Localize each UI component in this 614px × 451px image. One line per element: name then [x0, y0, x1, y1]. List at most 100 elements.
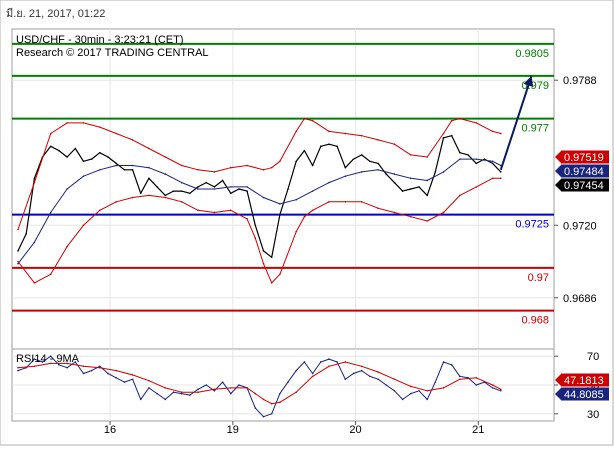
point-bollinger-lower [426, 220, 428, 222]
point-bollinger-lower [393, 211, 396, 214]
point-rsi [123, 381, 126, 383]
point-bollinger-upper [377, 139, 379, 141]
point-moving-average [459, 378, 461, 381]
point-moving-average [377, 169, 379, 171]
point-rsi [82, 372, 85, 375]
point-rsi [352, 372, 355, 375]
point-bollinger-lower [164, 196, 167, 199]
point-bollinger-upper [303, 117, 306, 120]
point-moving-average [213, 388, 216, 391]
point-rsi [401, 398, 404, 401]
point-bollinger-upper [426, 156, 428, 158]
point-price [229, 192, 232, 195]
point-rsi [336, 361, 338, 363]
badge-background [561, 178, 609, 192]
point-price [319, 145, 322, 148]
point-moving-average [213, 188, 216, 190]
point-price [418, 186, 420, 188]
point-rsi [369, 375, 371, 378]
point-bollinger-lower [279, 273, 281, 276]
badge-pointer [555, 179, 561, 191]
point-price [90, 158, 93, 160]
point-price [500, 171, 502, 173]
point-rsi [434, 381, 437, 383]
point-bollinger-lower [131, 196, 134, 199]
point-moving-average [344, 361, 347, 363]
point-moving-average [475, 377, 478, 379]
x-tick-label: 21 [472, 424, 484, 436]
y-tick-label: 0.9686 [563, 293, 597, 305]
point-bollinger-lower [148, 194, 150, 197]
point-moving-average [229, 186, 232, 188]
chart-title: USD/CHF - 30min - 3:23:21 (CET) [16, 34, 183, 46]
point-moving-average [377, 371, 379, 373]
point-rsi [49, 355, 52, 358]
point-moving-average [197, 188, 199, 190]
point-price [58, 149, 60, 152]
point-bollinger-lower [500, 177, 502, 180]
point-rsi [393, 389, 396, 392]
point-bollinger-upper [49, 132, 52, 135]
point-rsi [442, 361, 445, 363]
chart-subtitle: Research © 2017 TRADING CENTRAL [16, 47, 209, 59]
point-bollinger-lower [270, 282, 273, 284]
point-bollinger-upper [197, 169, 199, 171]
point-price [459, 151, 461, 154]
header-bar [1, 1, 612, 23]
point-bollinger-upper [311, 119, 314, 122]
point-bollinger-upper [213, 171, 216, 173]
point-moving-average [33, 241, 36, 244]
point-bollinger-lower [475, 186, 478, 188]
point-moving-average [328, 181, 330, 184]
rsi-grid [12, 349, 554, 421]
point-bollinger-lower [295, 230, 298, 233]
level-label: 0.9805 [515, 48, 549, 60]
point-bollinger-lower [377, 207, 379, 209]
point-rsi [303, 361, 306, 363]
point-rsi [90, 369, 93, 372]
point-moving-average [164, 173, 167, 175]
point-moving-average [360, 365, 363, 368]
point-moving-average [393, 173, 396, 175]
point-moving-average [500, 388, 502, 391]
point-rsi [360, 369, 363, 372]
point-rsi [172, 391, 175, 394]
rsi-last-values: 47.1813 44.8085 [555, 373, 609, 401]
point-moving-average [66, 362, 68, 365]
point-price [148, 177, 150, 180]
point-bollinger-upper [328, 130, 330, 133]
point-bollinger-upper [246, 164, 248, 167]
point-price [172, 190, 175, 192]
point-price [164, 194, 167, 197]
point-moving-average [491, 384, 494, 386]
price-axis: 0.9788 0.9720 0.9686 [554, 75, 597, 305]
y-tick-label: 0.9788 [563, 75, 597, 87]
point-bollinger-lower [246, 218, 248, 220]
point-moving-average [115, 369, 117, 372]
badge-background [561, 387, 609, 401]
point-rsi [311, 372, 314, 375]
point-price [287, 188, 289, 190]
point-price [483, 158, 486, 160]
x-tick-label: 16 [104, 424, 116, 436]
point-rsi [475, 384, 478, 386]
point-rsi [254, 407, 257, 409]
point-bollinger-upper [475, 122, 478, 124]
x-tick-label: 19 [227, 424, 239, 436]
series-rsi [17, 355, 501, 418]
point-rsi [238, 384, 240, 386]
last-value-badge: 47.1813 [564, 375, 604, 387]
point-bollinger-upper [99, 126, 101, 128]
point-bollinger-upper [33, 181, 36, 184]
point-moving-average [442, 171, 445, 173]
point-price [352, 158, 355, 160]
point-moving-average [148, 379, 150, 382]
point-bollinger-upper [82, 122, 85, 124]
level-label: 0.97 [528, 272, 549, 284]
point-price [254, 224, 257, 227]
point-moving-average [491, 160, 494, 163]
point-moving-average [197, 391, 199, 394]
point-price [139, 192, 142, 195]
